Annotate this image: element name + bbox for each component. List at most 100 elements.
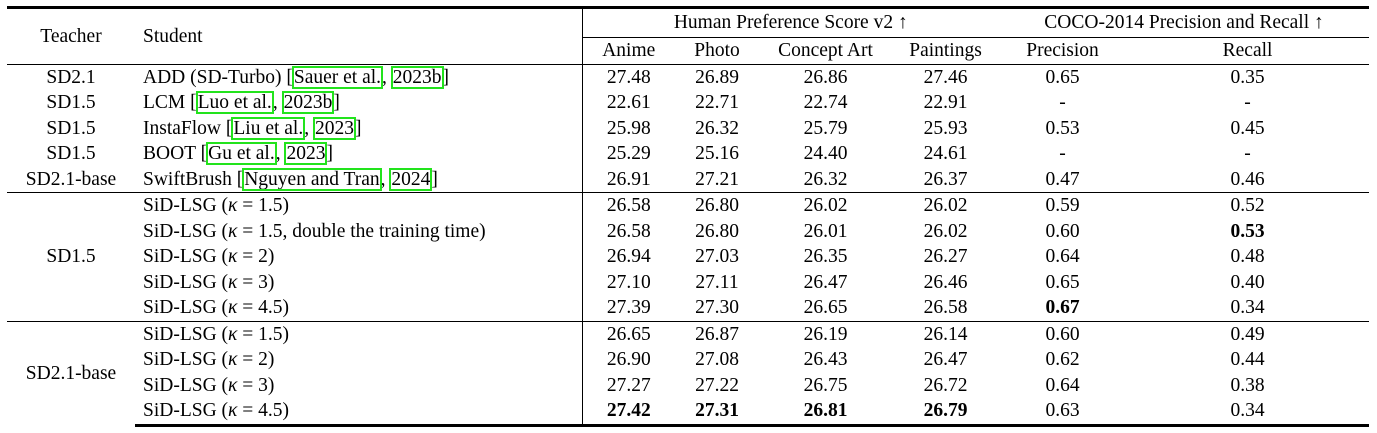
citation-link[interactable]: 2024 [389, 167, 433, 191]
method-name: BOOT [ [143, 143, 208, 164]
teacher-cell: SD1.5 [46, 92, 96, 113]
value-cell: 0.38 [1230, 374, 1265, 396]
student-cell: SiD-LSG (κ = 4.5) [135, 398, 583, 427]
value-cell: - [1244, 143, 1251, 164]
citation-link[interactable]: 2023 [312, 116, 356, 140]
citation-link[interactable]: 2023b [281, 91, 335, 114]
value-cell: 26.35 [803, 246, 848, 267]
value-cell: 26.58 [606, 220, 651, 242]
value-cell: 26.46 [923, 271, 968, 293]
student-cell: SiD-LSG (κ = 4.5) [135, 295, 583, 321]
value-cell: 0.53 [1045, 117, 1080, 139]
method-name: LCM [ [143, 92, 197, 113]
citation-link[interactable]: Nguyen and Tran [242, 167, 382, 191]
table-row: SD2.1-base SwiftBrush [Nguyen and Tran, … [7, 166, 1369, 193]
value-cell: 26.65 [803, 297, 848, 318]
citation-link[interactable]: 2023 [284, 142, 328, 165]
value-cell: 26.94 [606, 246, 651, 267]
student-cell: SiD-LSG (κ = 1.5) [135, 192, 583, 219]
value-cell: 0.64 [1045, 246, 1080, 267]
value-cell: 26.80 [675, 192, 759, 219]
table-row: SD1.5 SiD-LSG (κ = 1.5) 26.58 26.80 26.0… [7, 192, 1370, 321]
teacher-cell: SD1.5 [46, 143, 96, 164]
student-cell: SwiftBrush [Nguyen and Tran, 2024] [135, 166, 583, 193]
value-cell: 26.80 [695, 220, 739, 242]
student-cell: ADD (SD-Turbo) [Sauer et al., 2023b] [135, 63, 583, 90]
value-cell: 0.65 [999, 63, 1127, 90]
table-row: SiD-LSG (κ = 2) 26.94 27.03 26.35 26.27 … [7, 244, 1369, 270]
value-cell: - [1059, 92, 1066, 113]
value-cell: 27.21 [695, 168, 739, 190]
value-cell: 27.08 [695, 349, 739, 370]
table-row: SiD-LSG (κ = 3) 27.10 27.11 26.47 26.46 … [7, 269, 1369, 295]
value-cell: 0.45 [1230, 117, 1265, 139]
citation-link[interactable]: Gu et al. [206, 142, 277, 165]
value-cell: 22.91 [923, 92, 968, 113]
value-cell: 0.47 [1045, 168, 1080, 190]
header-student: Student [135, 6, 583, 64]
value-cell: 25.16 [695, 143, 739, 164]
value-cell: 27.27 [606, 374, 651, 396]
value-cell: 27.22 [695, 374, 739, 396]
value-cell: 0.60 [999, 320, 1127, 347]
header-teacher: Teacher [7, 6, 135, 64]
student-cell: InstaFlow [Liu et al., 2023] [135, 115, 583, 141]
table-row: SD1.5 LCM [Luo et al., 2023b] 22.61 22.7… [7, 90, 1369, 116]
table-row: SiD-LSG (κ = 1.5, double the training ti… [7, 218, 1369, 244]
kappa-symbol: κ [228, 297, 238, 318]
header-col-photo: Photo [694, 40, 740, 61]
value-cell: 26.89 [675, 63, 759, 90]
value-cell-best: 0.53 [1230, 220, 1265, 242]
value-cell: 26.37 [923, 168, 968, 190]
value-cell: 0.59 [999, 192, 1127, 219]
citation-link[interactable]: 2023b [390, 65, 444, 89]
citation-link[interactable]: Liu et al. [231, 116, 306, 140]
value-cell: 0.35 [1126, 63, 1370, 90]
teacher-cell: SD2.1 [7, 63, 135, 90]
value-cell: 0.65 [1045, 271, 1080, 293]
value-cell: 27.48 [582, 63, 675, 90]
value-cell: 0.62 [1045, 349, 1080, 370]
kappa-symbol: κ [228, 323, 238, 345]
value-cell-best: 27.31 [675, 398, 759, 427]
value-cell: 26.75 [803, 374, 848, 396]
value-cell: 26.87 [675, 320, 759, 347]
value-cell: 27.10 [606, 271, 651, 293]
value-cell: 26.58 [582, 192, 675, 219]
value-cell: 27.11 [695, 271, 739, 293]
value-cell-best: 26.79 [892, 398, 1000, 427]
value-cell: 27.03 [695, 246, 739, 267]
value-cell: 26.19 [759, 320, 892, 347]
value-cell: 0.44 [1230, 349, 1265, 370]
kappa-symbol: κ [228, 349, 238, 370]
table-row: SD2.1 ADD (SD-Turbo) [Sauer et al., 2023… [7, 63, 1370, 90]
table-row: SiD-LSG (κ = 4.5) 27.39 27.30 26.65 26.5… [7, 295, 1369, 321]
value-cell: 0.64 [1045, 374, 1080, 396]
kappa-symbol: κ [228, 400, 238, 421]
value-cell: 24.61 [923, 143, 968, 164]
value-cell: 26.01 [803, 220, 848, 242]
value-cell: 0.48 [1230, 246, 1265, 267]
value-cell: 26.43 [803, 349, 848, 370]
citation-link[interactable]: Luo et al. [195, 91, 274, 114]
value-cell: 0.40 [1230, 271, 1265, 293]
value-cell: 0.49 [1126, 320, 1370, 347]
value-cell: 26.86 [759, 63, 892, 90]
value-cell: 25.79 [803, 117, 848, 139]
value-cell: 0.60 [1045, 220, 1080, 242]
value-cell: 25.98 [606, 117, 651, 139]
citation-link[interactable]: Sauer et al. [291, 65, 384, 89]
value-cell: 26.58 [923, 297, 968, 318]
value-cell: 26.14 [892, 320, 1000, 347]
kappa-symbol: κ [228, 374, 238, 396]
value-cell: 22.71 [695, 92, 739, 113]
value-cell: 27.46 [892, 63, 1000, 90]
value-cell: 26.32 [803, 168, 848, 190]
header-col-concept-art: Concept Art [778, 40, 873, 61]
student-cell: SiD-LSG (κ = 1.5) [135, 320, 583, 347]
student-cell: SiD-LSG (κ = 3) [135, 372, 583, 398]
method-name: SwiftBrush [ [143, 168, 244, 190]
value-cell-best: 0.67 [1045, 297, 1080, 318]
value-cell: 25.93 [923, 117, 968, 139]
value-cell: 22.74 [803, 92, 848, 113]
